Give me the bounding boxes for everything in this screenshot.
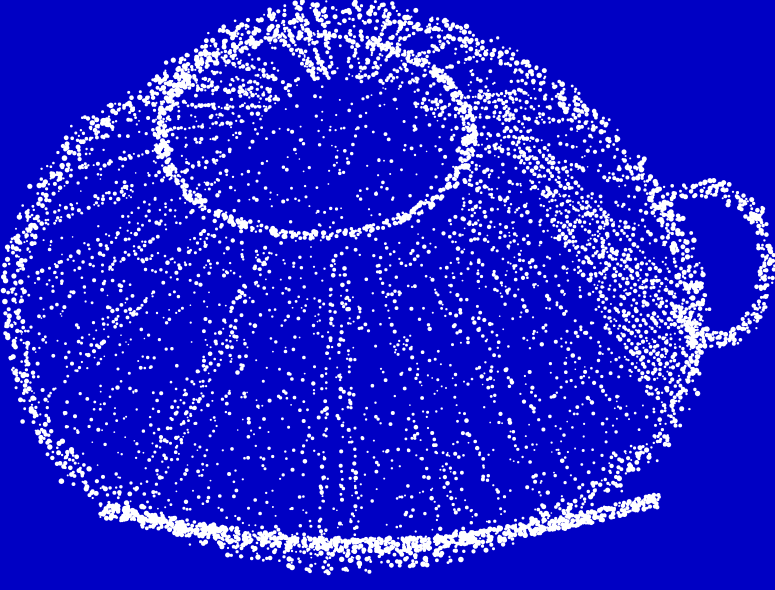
point-cloud-dots <box>0 0 775 576</box>
